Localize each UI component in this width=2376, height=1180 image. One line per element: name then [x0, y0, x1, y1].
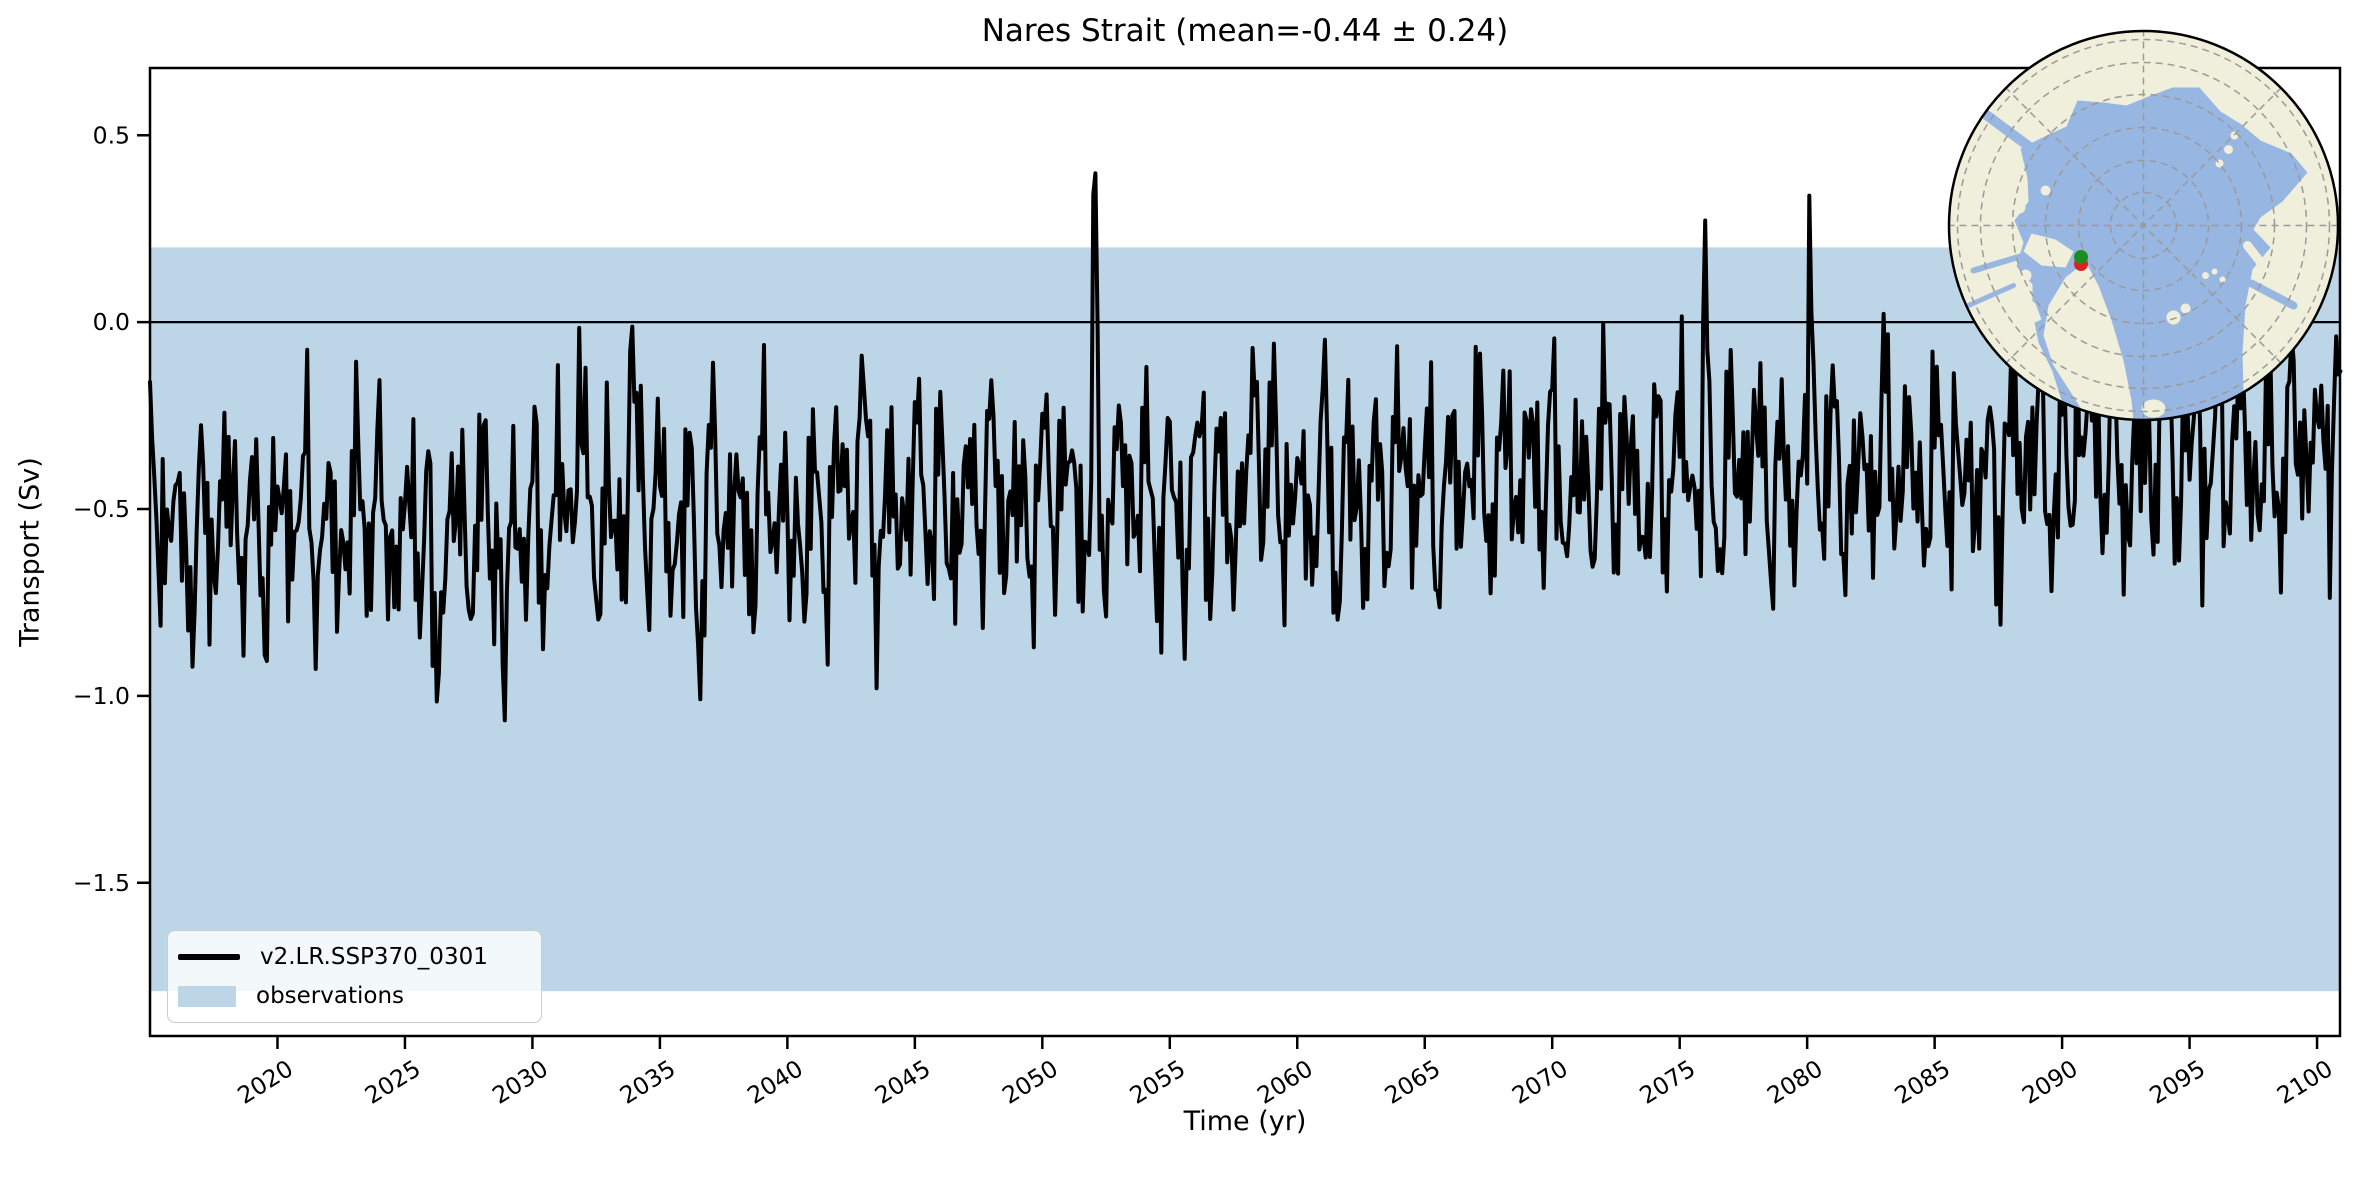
x-tick-label: 2030	[487, 1054, 553, 1109]
y-tick-label: 0.0	[93, 308, 130, 336]
parry-channel	[1970, 252, 2027, 274]
series-line-v2-lr-ssp370-0301	[148, 171, 2343, 723]
svalbard-islands	[2166, 303, 2191, 325]
legend-entry-series: v2.LR.SSP370_0301	[178, 944, 541, 970]
x-tick-label: 2075	[1635, 1054, 1701, 1109]
observations-band	[150, 247, 2340, 992]
inset-locator-map	[1947, 29, 2340, 422]
iceland	[2141, 399, 2166, 418]
novaya-zemlya-islands	[2243, 241, 2287, 302]
x-tick-label: 2025	[360, 1054, 426, 1109]
map-content	[1949, 31, 2338, 420]
wrangel-island	[2145, 76, 2154, 85]
franz-josef-land-islands	[2202, 268, 2226, 283]
y-tick-label: −1.0	[73, 682, 130, 710]
graticule	[1949, 31, 2338, 420]
legend: v2.LR.SSP370_0301 observations	[167, 930, 542, 1023]
x-tick-label: 2065	[1380, 1054, 1446, 1109]
x-tick-label: 2055	[1125, 1054, 1191, 1109]
x-tick-label: 2050	[997, 1054, 1063, 1109]
baffin-island	[1981, 277, 2042, 328]
x-axis-label: Time (yr)	[1183, 1106, 1307, 1137]
y-tick-label: −1.5	[73, 869, 130, 897]
legend-entry-observations: observations	[178, 983, 541, 1009]
x-tick-label: 2090	[2017, 1054, 2083, 1109]
legend-label-observations: observations	[256, 983, 405, 1009]
x-tick-label: 2035	[615, 1054, 681, 1109]
map-border	[1947, 29, 2340, 422]
axes-spines	[148, 66, 2342, 1038]
x-tick-label: 2040	[742, 1054, 808, 1109]
x-tick-label: 2085	[1890, 1054, 1956, 1109]
x-tick-label: 2095	[2145, 1054, 2211, 1109]
y-tick-label: 0.5	[93, 121, 130, 149]
y-tick-label: −0.5	[73, 495, 130, 523]
x-tick-label: 2020	[232, 1054, 298, 1109]
eurasia-america-rim-landmass	[1949, 31, 2338, 420]
legend-label-series: v2.LR.SSP370_0301	[260, 944, 488, 970]
hudson-strait-channel	[1966, 283, 2016, 308]
x-tick-label: 2060	[1252, 1054, 1318, 1109]
strait-marker-green	[2074, 250, 2088, 264]
x-tick-label: 2100	[2272, 1054, 2338, 1109]
chart-title: Nares Strait (mean=-0.44 ± 0.24)	[981, 13, 1509, 49]
x-tick-label: 2070	[1507, 1054, 1573, 1109]
x-tick-label: 2045	[870, 1054, 936, 1109]
legend-line-swatch	[178, 954, 240, 960]
legend-patch-swatch	[178, 985, 236, 1007]
greenland-landmass	[2043, 261, 2136, 420]
x-tick-label: 2080	[1762, 1054, 1828, 1109]
